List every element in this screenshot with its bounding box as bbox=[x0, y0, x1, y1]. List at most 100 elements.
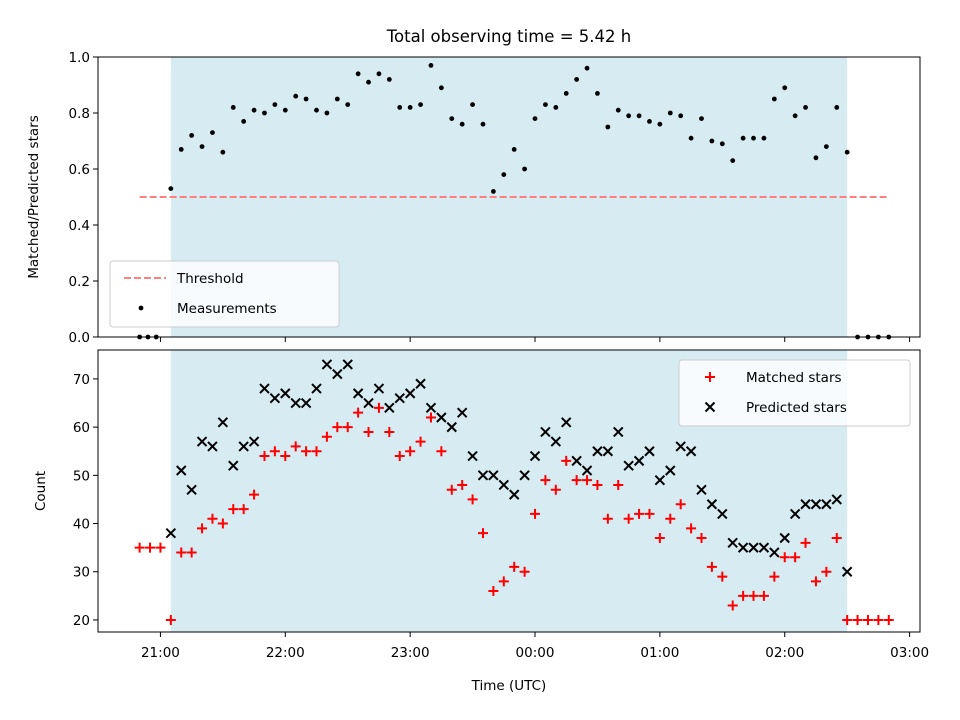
x-tick-label: 01:00 bbox=[640, 645, 679, 661]
measurements-point bbox=[303, 96, 309, 102]
measurements-point bbox=[355, 71, 361, 77]
matched-stars-point bbox=[176, 547, 187, 558]
matched-stars-point bbox=[665, 513, 676, 524]
y-tick-label: 20 bbox=[73, 613, 90, 629]
measurements-point bbox=[719, 141, 725, 147]
predicted-stars-point bbox=[706, 499, 718, 510]
measurements-point bbox=[438, 85, 444, 91]
predicted-stars-point bbox=[644, 446, 655, 457]
matched-stars-point bbox=[311, 446, 322, 457]
matched-stars-point bbox=[425, 412, 436, 423]
matched-stars-point bbox=[623, 513, 634, 524]
measurements-point bbox=[366, 79, 371, 85]
matched-stars-point bbox=[353, 407, 364, 418]
matched-stars-point bbox=[342, 422, 353, 433]
matched-stars-point bbox=[519, 566, 530, 577]
matched-stars-point bbox=[842, 614, 853, 625]
measurements-point bbox=[418, 102, 423, 107]
matched-stars-point bbox=[758, 590, 769, 601]
matched-stars-legend-swatch bbox=[705, 372, 715, 382]
predicted-stars-point bbox=[207, 441, 218, 452]
measurements-point bbox=[605, 124, 611, 130]
measurements-point bbox=[834, 105, 840, 110]
y-tick-label: 60 bbox=[73, 420, 90, 436]
matched-stars-point bbox=[165, 614, 176, 625]
measurements-point bbox=[230, 105, 236, 110]
predicted-stars-point bbox=[685, 446, 697, 457]
predicted-stars-point bbox=[571, 455, 582, 467]
y-tick-label: 70 bbox=[73, 372, 90, 388]
predicted-stars-point bbox=[696, 484, 707, 496]
measurements-point bbox=[751, 135, 756, 141]
matched-stars-point bbox=[644, 508, 655, 519]
measurements-point bbox=[532, 116, 538, 121]
matched-stars-point bbox=[727, 600, 738, 611]
measurements-point bbox=[210, 130, 215, 136]
measurements-point bbox=[178, 147, 184, 152]
matched-stars-point bbox=[717, 571, 728, 582]
predicted-stars-point bbox=[810, 499, 822, 510]
y-tick-label: 0.2 bbox=[69, 274, 90, 290]
matched-stars-point bbox=[654, 533, 665, 543]
predicted-stars-point bbox=[477, 470, 489, 481]
measurements-point bbox=[511, 147, 517, 152]
matched-stars-point bbox=[207, 513, 218, 524]
predicted-stars-point bbox=[300, 397, 312, 409]
predicted-stars-point bbox=[800, 499, 811, 510]
ratio-panel: 0.0 0.2 0.4 0.6 0.8 1.0 Total observing time … bbox=[26, 27, 921, 346]
measurements-point bbox=[324, 110, 330, 116]
matched-stars-point bbox=[332, 422, 343, 433]
count-legend: Matched stars Predicted stars bbox=[678, 359, 911, 427]
measurements-point bbox=[272, 102, 278, 107]
threshold-legend-label: Threshold bbox=[176, 271, 244, 287]
measurements-point bbox=[397, 105, 403, 110]
matched-stars-point bbox=[852, 614, 863, 625]
matched-stars-point bbox=[550, 484, 561, 495]
predicted-stars-point bbox=[633, 455, 645, 467]
legend-box bbox=[109, 260, 340, 328]
matched-stars-point bbox=[675, 499, 686, 510]
measurements-point bbox=[771, 96, 777, 102]
measurements-point bbox=[823, 144, 829, 150]
predicted-stars-point bbox=[467, 450, 478, 462]
matched-stars-point bbox=[831, 533, 842, 543]
matched-stars-point bbox=[249, 489, 260, 500]
predicted-stars-point bbox=[654, 474, 666, 486]
y-tick-label: 1.0 bbox=[69, 50, 90, 66]
predicted-stars-point bbox=[748, 542, 759, 553]
matched-stars-point bbox=[862, 614, 873, 625]
measurements-point bbox=[595, 91, 600, 96]
measurements-point bbox=[803, 105, 808, 110]
matched-stars-point bbox=[748, 590, 759, 601]
predicted-stars-point bbox=[789, 508, 801, 520]
predicted-stars-point bbox=[332, 368, 343, 380]
matched-stars-point bbox=[457, 479, 468, 490]
matched-stars-point bbox=[217, 518, 228, 529]
measurements-point bbox=[293, 93, 299, 99]
measurements-point bbox=[386, 77, 392, 82]
matched-stars-point bbox=[301, 446, 312, 457]
measurements-point bbox=[782, 85, 788, 91]
predicted-stars-point bbox=[581, 465, 593, 476]
matched-stars-point bbox=[790, 552, 801, 563]
y-tick-label: 30 bbox=[73, 565, 90, 581]
matched-stars-point bbox=[706, 561, 717, 572]
measurements-point bbox=[688, 135, 694, 141]
predicted-stars-point bbox=[280, 388, 291, 399]
matched-stars-point bbox=[509, 561, 520, 572]
predicted-stars-point bbox=[238, 441, 249, 452]
predicted-stars-point bbox=[675, 441, 686, 452]
y-tick-label: 40 bbox=[73, 517, 90, 533]
predicted-stars-point bbox=[498, 479, 510, 491]
matched-stars-point bbox=[228, 504, 239, 515]
measurements-point bbox=[563, 91, 569, 96]
measurements-point bbox=[844, 149, 850, 155]
measurements-point bbox=[626, 113, 632, 119]
predicted-stars-point bbox=[446, 421, 457, 433]
matched-stars-point bbox=[321, 431, 332, 442]
x-tick-label: 00:00 bbox=[516, 645, 555, 661]
matched-stars-point bbox=[540, 475, 551, 486]
predicted-stars-point bbox=[342, 359, 353, 370]
predicted-stars-point bbox=[529, 450, 541, 462]
